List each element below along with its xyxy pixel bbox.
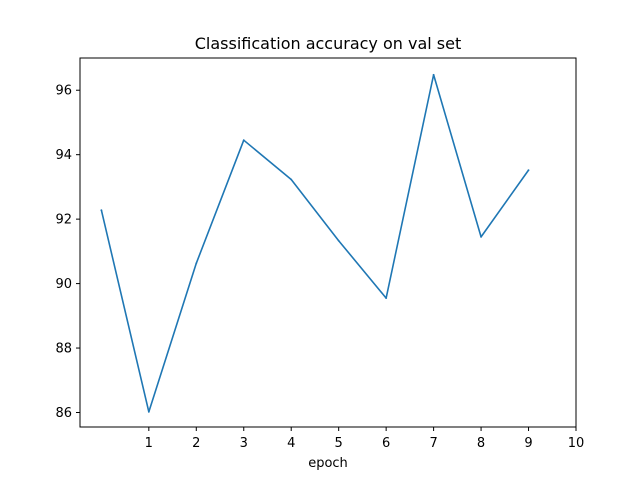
data-point	[242, 139, 245, 142]
x-tick-label: 5	[335, 436, 343, 451]
y-axis: 86 88 90 92 94 96	[55, 84, 80, 421]
data-point	[432, 73, 435, 76]
data-point	[527, 169, 530, 172]
y-tick-label: 88	[55, 342, 72, 357]
plot-frame	[79, 57, 577, 428]
data-point	[337, 239, 340, 242]
x-tick-label: 2	[192, 436, 200, 451]
data-point	[147, 410, 150, 413]
y-tick-label: 86	[55, 406, 72, 421]
chart-title: Classification accuracy on val set	[195, 34, 462, 53]
data-point	[385, 297, 388, 299]
x-axis-label: epoch	[308, 456, 348, 471]
series-line	[100, 73, 530, 413]
x-axis: 1 2 3 4 5 6 7 8 9 10	[145, 427, 585, 451]
y-tick-label: 96	[55, 84, 72, 99]
data-point	[290, 178, 293, 181]
x-tick-label: 4	[287, 436, 295, 451]
y-tick-label: 92	[55, 213, 72, 228]
y-tick-label: 90	[55, 277, 72, 292]
data-point	[100, 209, 103, 212]
y-tick-label: 94	[55, 148, 72, 163]
x-tick-label: 9	[524, 436, 532, 451]
x-tick-label: 10	[568, 436, 585, 451]
data-point	[195, 262, 198, 265]
x-tick-label: 6	[382, 436, 390, 451]
x-tick-label: 1	[145, 436, 153, 451]
x-tick-label: 7	[429, 436, 437, 451]
data-point	[480, 235, 482, 238]
x-tick-label: 3	[240, 436, 248, 451]
series-layer	[100, 73, 530, 413]
x-tick-label: 8	[477, 436, 485, 451]
